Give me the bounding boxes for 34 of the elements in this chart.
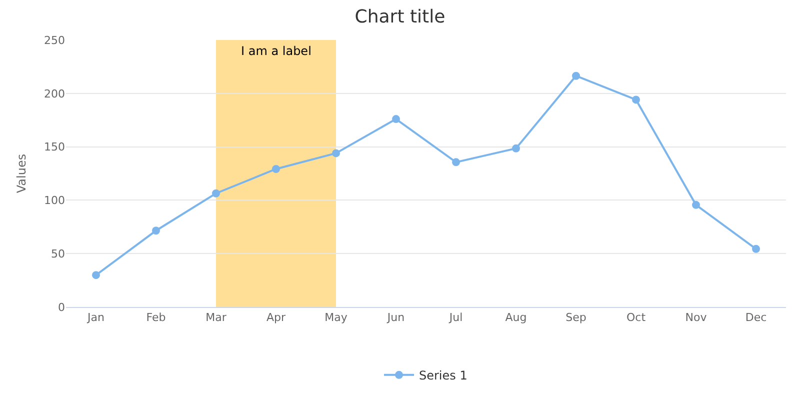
point: [332, 149, 340, 158]
x-tick-label: Nov: [685, 311, 708, 324]
y-axis-title: Values: [14, 154, 28, 194]
band-label: I am a label: [241, 44, 312, 58]
x-tick-label: Aug: [505, 311, 527, 324]
point: [752, 244, 760, 253]
x-tick-label: Dec: [745, 311, 767, 324]
x-tick-label: Apr: [266, 311, 286, 324]
y-tick-label: 0: [58, 300, 65, 314]
point: [452, 158, 460, 166]
x-tick-label: Jun: [386, 311, 405, 324]
x-tick-label: Sep: [566, 311, 586, 324]
x-tick-label: Jan: [86, 311, 104, 324]
point: [572, 72, 580, 80]
y-tick-label: 50: [51, 247, 65, 260]
point: [212, 189, 220, 198]
legend-label: Series 1: [419, 368, 468, 383]
point: [692, 200, 700, 209]
y-tick-label: 150: [44, 140, 65, 154]
y-tick-label: 100: [44, 194, 65, 208]
y-tick-label: 200: [44, 87, 65, 100]
x-tick-label: May: [324, 311, 348, 324]
x-tick-label: Feb: [146, 311, 166, 324]
x-tick-label: Jul: [448, 311, 463, 324]
point: [152, 226, 160, 235]
x-tick-label: Mar: [206, 311, 227, 324]
y-tick-label: 250: [44, 34, 65, 47]
point: [392, 115, 400, 124]
x-tick-label: Oct: [626, 311, 646, 324]
point: [512, 144, 520, 152]
point: [92, 271, 100, 280]
point: [272, 165, 280, 174]
chart-title: Chart title: [354, 6, 446, 28]
point: [632, 96, 640, 104]
